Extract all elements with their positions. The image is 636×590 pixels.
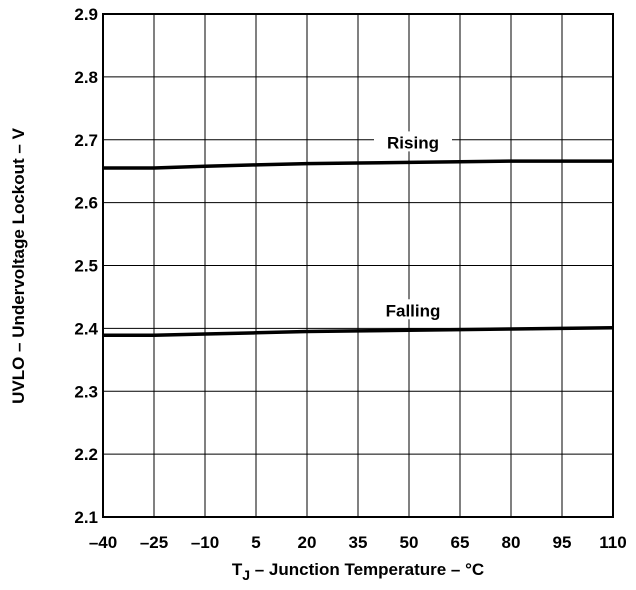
x-tick-label: –10 <box>191 533 219 552</box>
y-axis-title: UVLO – Undervoltage Lockout – V <box>9 127 28 403</box>
x-tick-label: 35 <box>349 533 368 552</box>
grid <box>102 13 614 518</box>
plot-frame <box>102 13 614 518</box>
x-tick-label: 110 <box>599 533 626 552</box>
series-label-background <box>374 299 452 320</box>
y-tick-label: 2.4 <box>74 319 98 338</box>
y-tick-label: 2.3 <box>74 382 98 401</box>
x-axis-title-text: – Junction Temperature – °C <box>250 560 484 579</box>
x-tick-label: 20 <box>298 533 317 552</box>
x-tick-label: 80 <box>502 533 521 552</box>
y-tick-labels: 2.1 2.2 2.3 2.4 2.5 2.6 2.7 2.8 2.9 <box>74 5 98 527</box>
x-axis-title-symbol: T <box>232 560 243 579</box>
series-lines <box>103 159 614 338</box>
y-tick-label: 2.7 <box>74 131 98 150</box>
y-tick-label: 2.2 <box>74 445 98 464</box>
y-tick-label: 2.9 <box>74 5 98 24</box>
series-label-falling: Falling <box>386 301 441 320</box>
x-tick-label: 50 <box>400 533 419 552</box>
x-tick-label: 95 <box>553 533 572 552</box>
y-tick-label: 2.1 <box>74 508 98 527</box>
x-tick-label: –40 <box>89 533 117 552</box>
series-line-rising <box>103 159 613 170</box>
x-tick-labels: –40 –25 –10 5 20 35 50 65 80 95 110 <box>89 533 627 552</box>
series-labels: Rising Falling <box>374 131 452 320</box>
x-tick-label: 5 <box>251 533 260 552</box>
series-label-rising: Rising <box>387 133 439 152</box>
y-tick-label: 2.8 <box>74 68 98 87</box>
y-tick-label: 2.6 <box>74 194 98 213</box>
x-tick-label: 65 <box>451 533 470 552</box>
series-line-falling <box>103 325 614 338</box>
series-label-background <box>374 131 452 152</box>
x-axis-title-subscript: J <box>242 567 250 583</box>
x-axis-title: TJ – Junction Temperature – °C <box>232 560 484 583</box>
y-tick-label: 2.5 <box>74 257 98 276</box>
x-tick-label: –25 <box>140 533 168 552</box>
